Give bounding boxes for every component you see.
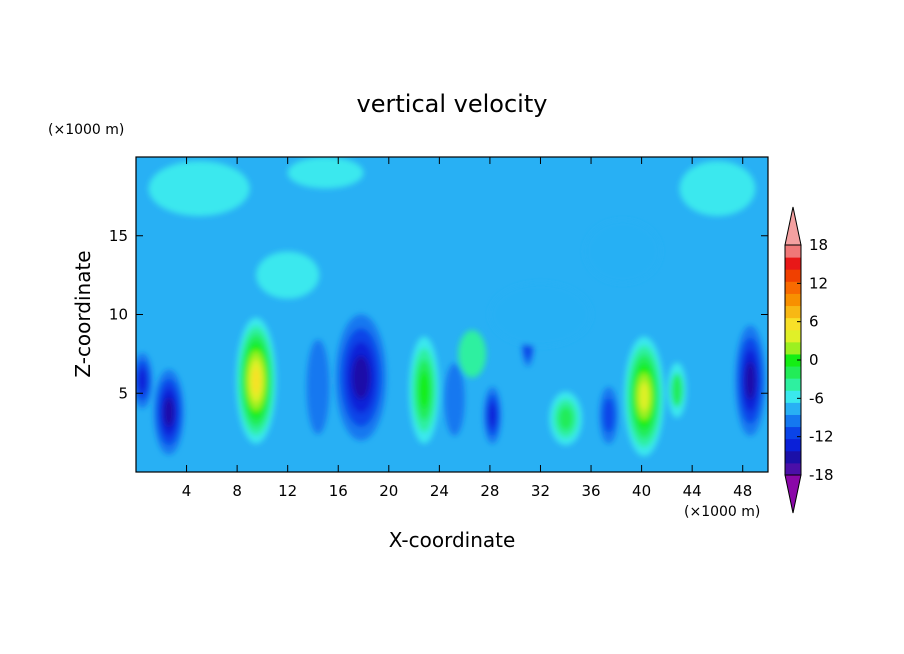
contour-level (639, 381, 650, 411)
colorbar: 18 12 6 0 -6 -12 -18 (784, 206, 834, 514)
contour-level (558, 406, 574, 431)
colorbar-cell (785, 281, 801, 294)
contour-feature (489, 283, 592, 346)
colorbar-cell (785, 245, 801, 258)
colorbar-max-arrow (784, 206, 802, 246)
colorbar-label: 12 (809, 274, 828, 292)
colorbar-cell (785, 353, 801, 367)
contour-feature (153, 369, 185, 455)
contour-shapes (136, 157, 766, 457)
colorbar-label: -6 (809, 389, 824, 407)
x-tick-label: 24 (430, 482, 449, 500)
y-tick-label: 15 (109, 227, 128, 245)
colorbar-label: -18 (809, 466, 834, 484)
chart-title: vertical velocity (357, 90, 548, 118)
colorbar-cell (785, 378, 801, 391)
contour-level (745, 361, 756, 400)
contour-feature (256, 251, 320, 299)
x-tick-label: 8 (232, 482, 242, 500)
contour-feature (584, 220, 661, 283)
contour-feature (136, 353, 153, 409)
colorbar-cell (785, 402, 801, 415)
contour-feature (458, 330, 487, 378)
x-tick-label: 20 (379, 482, 398, 500)
colorbar-cell (785, 414, 801, 428)
contour-feature (409, 336, 440, 444)
y-tick-label: 10 (109, 306, 128, 324)
contour-feature (735, 325, 766, 436)
colorbar-label: -12 (809, 428, 834, 446)
contour-feature (623, 336, 665, 457)
contour-level (137, 368, 147, 393)
contour-level (488, 402, 497, 428)
colorbar-cell (785, 317, 801, 331)
x-ticks: 4 8 12 16 20 24 28 32 36 40 44 48 (182, 157, 752, 500)
contour-feature (287, 157, 364, 189)
colorbar-cell (785, 329, 801, 343)
colorbar-cell (785, 450, 801, 464)
contour-feature (483, 386, 502, 444)
contour-feature (667, 362, 687, 418)
y-tick-label: 5 (118, 384, 128, 402)
colorbar-label: 0 (809, 351, 819, 369)
contour-level (671, 373, 683, 408)
colorbar-cell (785, 390, 801, 403)
x-tick-label: 48 (733, 482, 752, 500)
contour-feature (306, 339, 330, 435)
contour-feature (444, 363, 465, 436)
colorbar-label: 6 (809, 313, 819, 331)
contour-level (163, 397, 175, 427)
contour-level (458, 330, 487, 378)
x-tick-label: 32 (531, 482, 550, 500)
colorbar-cell (785, 257, 801, 270)
contour-level (679, 160, 756, 217)
colorbar-cell (785, 341, 801, 355)
contour-level (148, 160, 250, 217)
y-ticks: 5 10 15 (109, 227, 768, 402)
colorbar-cell (785, 269, 801, 282)
colorbar-cell (785, 426, 801, 440)
colorbar-cell (785, 293, 801, 307)
colorbar-cell (785, 305, 801, 319)
contour-level (584, 220, 661, 283)
contour-level (311, 357, 326, 417)
x-tick-label: 4 (182, 482, 192, 500)
contour-level (602, 397, 615, 433)
x-tick-label: 16 (329, 482, 348, 500)
contour-level (256, 251, 320, 299)
x-tick-label: 12 (278, 482, 297, 500)
x-tick-label: 36 (581, 482, 600, 500)
contour-level (287, 157, 364, 189)
x-axis-label: X-coordinate (389, 528, 516, 552)
contour-feature (549, 391, 583, 446)
colorbar-label: 18 (809, 236, 828, 254)
y-axis-label: Z-coordinate (71, 250, 95, 377)
x-tick-label: 40 (632, 482, 651, 500)
contour-level (352, 355, 370, 400)
x-tick-label: 28 (480, 482, 499, 500)
colorbar-cell (785, 438, 801, 452)
contour-level (489, 283, 592, 346)
colorbar-min-arrow (784, 474, 802, 514)
contour-feature (148, 160, 250, 217)
y-unit-label: (×1000 m) (48, 122, 124, 138)
x-tick-label: 44 (683, 482, 702, 500)
contour-level (251, 367, 261, 394)
contour-feature (235, 317, 277, 444)
colorbar-cell (785, 366, 801, 379)
contour-level (444, 363, 465, 436)
colorbar-cell (785, 462, 801, 476)
contour-feature (335, 314, 387, 441)
contour-feature (679, 160, 756, 217)
contour-field (136, 157, 768, 472)
x-unit-label: (×1000 m) (684, 504, 760, 520)
contour-level (418, 371, 430, 409)
contour-feature (599, 386, 619, 444)
